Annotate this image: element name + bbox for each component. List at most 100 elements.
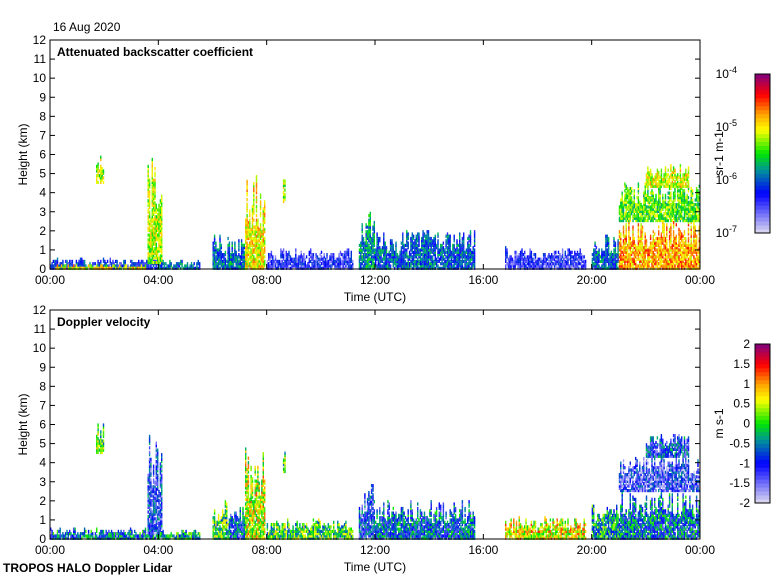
- data-cell: [647, 219, 649, 223]
- data-cell: [678, 236, 680, 241]
- data-cell: [606, 239, 608, 243]
- data-cell: [254, 243, 256, 247]
- data-cell: [364, 259, 366, 263]
- data-cell: [238, 246, 240, 250]
- data-cell: [372, 225, 374, 229]
- data-cell: [693, 216, 695, 220]
- data-cell: [687, 209, 690, 213]
- data-cell: [242, 255, 244, 259]
- data-cell: [656, 175, 659, 179]
- data-cell: [316, 255, 319, 259]
- data-cell: [687, 253, 690, 257]
- data-cell: [685, 219, 687, 223]
- data-cell: [651, 257, 653, 261]
- data-cell: [547, 255, 549, 259]
- data-cell: [142, 264, 144, 268]
- data-cell: [672, 239, 675, 243]
- data-cell: [681, 239, 683, 243]
- data-cell: [637, 250, 640, 254]
- data-cell: [656, 243, 659, 247]
- data-cell: [262, 230, 264, 234]
- data-cell: [603, 266, 606, 270]
- data-cell: [648, 175, 650, 179]
- data-cell: [659, 253, 661, 257]
- data-cell: [254, 225, 256, 229]
- data-cell: [369, 211, 371, 215]
- data-cell: [698, 225, 700, 229]
- data-cell: [425, 248, 427, 252]
- data-cell: [369, 248, 371, 252]
- data-cell: [389, 266, 392, 270]
- data-cell: [70, 259, 72, 263]
- data-cell: [464, 257, 466, 261]
- data-cell: [621, 209, 623, 213]
- data-cell: [454, 248, 457, 252]
- data-cell: [161, 226, 163, 230]
- data-cell: [236, 264, 239, 268]
- data-cell: [231, 262, 233, 266]
- data-cell: [303, 262, 305, 266]
- data-cell: [280, 262, 282, 266]
- data-cell: [649, 205, 652, 209]
- data-cell: [655, 182, 657, 186]
- data-cell: [685, 253, 687, 257]
- data-cell: [169, 266, 171, 270]
- data-cell: [246, 266, 248, 270]
- data-cell: [128, 266, 130, 270]
- data-cell: [407, 234, 409, 238]
- data-cell: [161, 251, 163, 255]
- data-cell: [412, 243, 415, 247]
- data-cell: [167, 266, 170, 270]
- data-cell: [430, 257, 432, 261]
- data-cell: [379, 248, 381, 252]
- data-cell: [376, 253, 378, 257]
- data-cell: [230, 255, 232, 259]
- data-cell: [238, 255, 240, 259]
- data-cell: [422, 253, 424, 257]
- data-cell: [625, 214, 627, 218]
- data-cell: [674, 180, 676, 184]
- data-cell: [625, 264, 627, 268]
- data-cell: [219, 266, 221, 270]
- data-cell: [654, 216, 656, 220]
- data-cell: [333, 262, 335, 266]
- data-cell: [278, 264, 281, 268]
- data-cell: [55, 259, 57, 263]
- data-cell: [426, 232, 428, 236]
- data-cell: [301, 257, 304, 261]
- data-cell: [305, 266, 308, 270]
- data-cell: [698, 203, 700, 207]
- data-cell: [282, 253, 285, 257]
- data-cell: [632, 209, 634, 213]
- data-cell: [151, 180, 153, 184]
- data-cell: [681, 236, 683, 241]
- data-cell: [698, 236, 700, 241]
- data-cell: [249, 264, 251, 268]
- data-cell: [422, 266, 424, 270]
- date-label: 16 Aug 2020: [53, 20, 121, 34]
- data-cell: [641, 248, 644, 252]
- data-cell: [593, 255, 595, 259]
- data-cell: [514, 262, 516, 266]
- data-cell: [555, 253, 557, 257]
- data-cell: [690, 227, 692, 231]
- data-cell: [161, 201, 163, 205]
- data-cell: [617, 255, 619, 259]
- data-cell: [690, 257, 692, 261]
- data-cell: [148, 242, 151, 246]
- data-cell: [641, 236, 644, 241]
- data-cell: [335, 262, 338, 266]
- data-cell: [227, 253, 229, 257]
- data-cell: [383, 266, 385, 270]
- data-cell: [649, 234, 652, 238]
- data-cell: [412, 246, 415, 250]
- data-cell: [647, 191, 649, 195]
- data-cell: [398, 259, 400, 263]
- echo-feature: [245, 175, 266, 270]
- data-cell: [375, 257, 377, 261]
- data-cell: [457, 266, 459, 270]
- data-cell: [682, 241, 684, 245]
- data-cell: [412, 250, 415, 254]
- data-cell: [690, 198, 692, 202]
- data-cell: [251, 248, 254, 252]
